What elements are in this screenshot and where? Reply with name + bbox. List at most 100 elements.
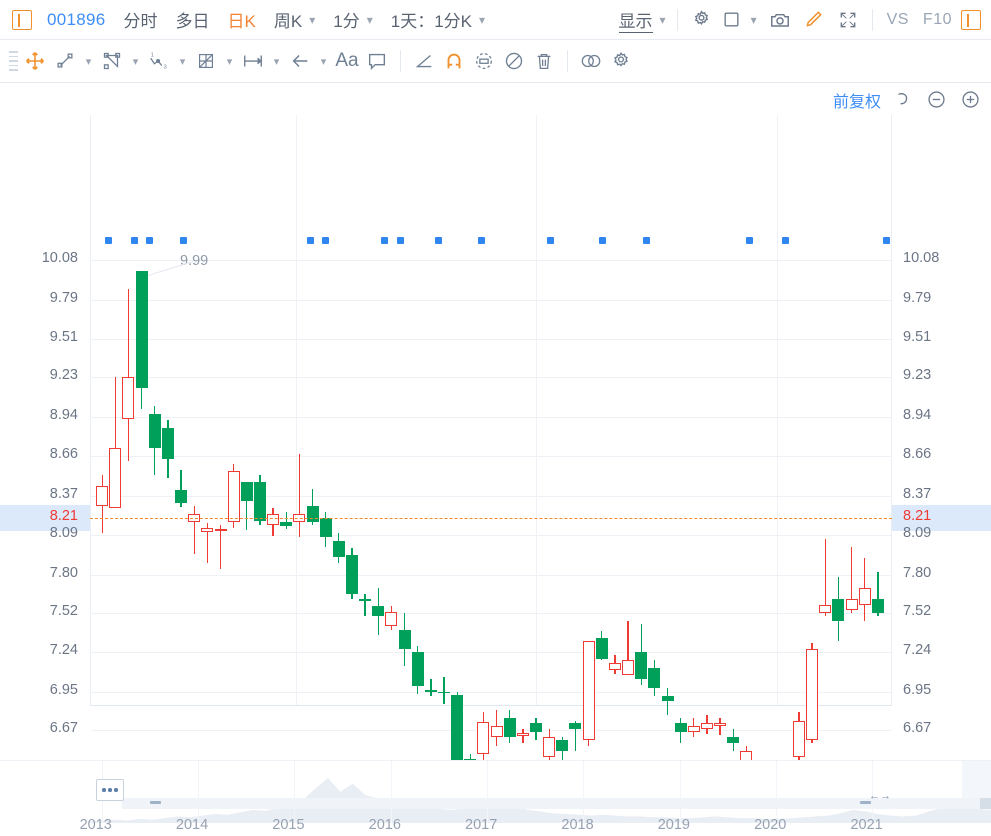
news-marker-dot[interactable] bbox=[307, 237, 315, 244]
candle-body[interactable] bbox=[648, 668, 661, 688]
candle-body[interactable] bbox=[306, 505, 319, 523]
adjustment-label[interactable]: 前复权 bbox=[832, 94, 881, 111]
candle-body[interactable] bbox=[858, 588, 871, 605]
candle-body[interactable] bbox=[109, 447, 122, 509]
stock-code[interactable]: 001896 bbox=[47, 9, 106, 29]
news-marker-dot[interactable] bbox=[882, 237, 890, 244]
candle-body[interactable] bbox=[188, 513, 201, 523]
fullscreen-icon[interactable] bbox=[831, 0, 865, 40]
candle-body[interactable] bbox=[451, 694, 464, 765]
magnet-icon[interactable] bbox=[439, 40, 469, 83]
news-marker-dot[interactable] bbox=[105, 237, 113, 244]
candle-body[interactable] bbox=[280, 522, 293, 527]
minimap-scrollbar[interactable] bbox=[122, 798, 988, 809]
candle-body[interactable] bbox=[372, 606, 385, 616]
chevron-down-icon[interactable]: ▾ bbox=[750, 12, 757, 27]
pencil-icon[interactable] bbox=[797, 0, 831, 40]
chevron-down-icon[interactable]: ▾ bbox=[659, 12, 666, 27]
vs-button[interactable]: VS bbox=[886, 10, 909, 28]
candle-body[interactable] bbox=[622, 660, 635, 676]
candle-body[interactable] bbox=[674, 723, 687, 732]
tab-one-minute[interactable]: 1分 ▾ bbox=[324, 0, 382, 40]
chevron-down-icon[interactable]: ▾ bbox=[479, 12, 486, 27]
news-marker-dot[interactable] bbox=[477, 237, 485, 244]
arrow-left-icon[interactable] bbox=[285, 40, 315, 83]
candle-body[interactable] bbox=[661, 695, 674, 702]
news-marker-dot[interactable] bbox=[179, 237, 187, 244]
candle-body[interactable] bbox=[293, 513, 306, 523]
candle-body[interactable] bbox=[714, 723, 727, 727]
chart-area[interactable]: 10.08 9.79 9.51 9.23 8.94 8.66 8.37 8.09 7.80 7.5… bbox=[0, 115, 991, 831]
candle-body[interactable] bbox=[490, 726, 503, 738]
candle-body[interactable] bbox=[267, 513, 280, 525]
candle-body[interactable] bbox=[438, 691, 450, 694]
news-marker-dot[interactable] bbox=[745, 237, 753, 244]
candle-body[interactable] bbox=[96, 486, 109, 506]
candle-body[interactable] bbox=[727, 737, 740, 743]
candle-body[interactable] bbox=[530, 723, 543, 732]
move-cross-icon[interactable] bbox=[20, 40, 50, 83]
candle-body[interactable] bbox=[569, 723, 582, 729]
candle-body[interactable] bbox=[201, 527, 214, 532]
trendline-icon[interactable] bbox=[50, 40, 80, 83]
right-panel-toggle-icon[interactable] bbox=[961, 9, 981, 30]
trash-icon[interactable] bbox=[529, 40, 559, 83]
candle-body[interactable] bbox=[582, 640, 595, 741]
shapes-icon[interactable] bbox=[97, 40, 127, 83]
text-icon[interactable]: Aa bbox=[335, 50, 359, 71]
angle-icon[interactable] bbox=[409, 40, 439, 83]
range-minimap[interactable]: 2013 2014 2015 2016 2017 2018 2019 2020 2021 ←→ bbox=[0, 760, 991, 836]
comment-icon[interactable] bbox=[362, 40, 392, 83]
candle-body[interactable] bbox=[543, 737, 556, 757]
candle-body[interactable] bbox=[359, 599, 372, 601]
chevron-down-icon[interactable]: ▾ bbox=[85, 55, 92, 68]
candle-body[interactable] bbox=[385, 611, 398, 626]
display-menu[interactable]: 显示 ▾ bbox=[610, 0, 670, 40]
candle-body[interactable] bbox=[635, 651, 648, 680]
candle-body[interactable] bbox=[148, 414, 161, 448]
measure-icon[interactable] bbox=[238, 40, 268, 83]
candle-body[interactable] bbox=[175, 490, 188, 503]
tab-duori[interactable]: 多日 bbox=[175, 12, 210, 31]
f10-button[interactable]: F10 bbox=[922, 10, 952, 28]
candle-body[interactable] bbox=[135, 271, 148, 389]
tab-day-minute-k[interactable]: 1天：1分K ▾ bbox=[382, 0, 494, 40]
tab-daily-k[interactable]: 日K bbox=[227, 12, 256, 31]
zoom-in-icon[interactable] bbox=[959, 88, 981, 110]
candle-body[interactable] bbox=[214, 528, 227, 531]
chevron-down-icon[interactable]: ▾ bbox=[132, 55, 139, 68]
lock-shapes-icon[interactable] bbox=[469, 40, 499, 83]
tab-fenshi[interactable]: 分时 bbox=[123, 12, 158, 31]
candle-body[interactable] bbox=[240, 482, 253, 502]
undo-icon[interactable] bbox=[891, 88, 913, 110]
candle-body[interactable] bbox=[819, 604, 832, 614]
candle-body[interactable] bbox=[556, 740, 569, 752]
gann-box-icon[interactable] bbox=[191, 40, 221, 83]
gear-icon[interactable] bbox=[685, 0, 719, 40]
news-marker-dot[interactable] bbox=[781, 237, 789, 244]
news-marker-dot[interactable] bbox=[130, 237, 138, 244]
overlay-icon[interactable] bbox=[576, 40, 606, 83]
panel-toggle-icon[interactable] bbox=[12, 9, 32, 30]
hide-shapes-icon[interactable] bbox=[499, 40, 529, 83]
news-marker-dot[interactable] bbox=[381, 237, 388, 244]
minimap-grip-right[interactable] bbox=[860, 801, 871, 804]
candle-body[interactable] bbox=[122, 377, 135, 419]
chevron-down-icon[interactable]: ▾ bbox=[273, 55, 280, 68]
settings-icon[interactable] bbox=[606, 40, 636, 83]
candle-body[interactable] bbox=[332, 541, 345, 557]
candle-body[interactable] bbox=[832, 599, 845, 622]
news-marker-dot[interactable] bbox=[643, 237, 651, 244]
candle-body[interactable] bbox=[227, 471, 240, 523]
candlestick-plot[interactable] bbox=[90, 115, 892, 810]
more-options-icon[interactable] bbox=[96, 779, 124, 801]
candle-body[interactable] bbox=[503, 717, 516, 738]
camera-icon[interactable] bbox=[763, 0, 797, 40]
news-marker-dot[interactable] bbox=[322, 237, 330, 244]
candle-body[interactable] bbox=[345, 555, 358, 594]
drag-handle-grip[interactable] bbox=[6, 40, 20, 83]
news-marker-dot[interactable] bbox=[396, 237, 404, 244]
minimap-inner[interactable]: 2013 2014 2015 2016 2017 2018 2019 2020 2021 bbox=[80, 761, 991, 836]
news-marker-dot[interactable] bbox=[547, 237, 555, 244]
tab-weekly-k[interactable]: 周K ▾ bbox=[265, 0, 324, 40]
